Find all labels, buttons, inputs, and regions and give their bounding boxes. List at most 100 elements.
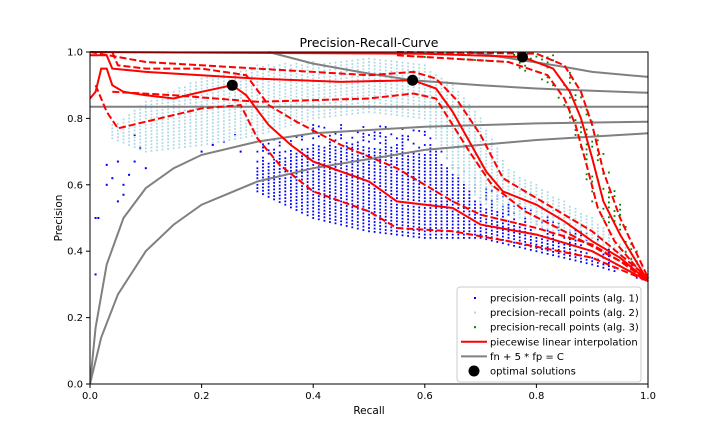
scatter-point <box>608 252 610 254</box>
scatter-point <box>429 110 432 113</box>
scatter-point <box>451 217 454 219</box>
scatter-point <box>273 122 275 125</box>
scatter-point <box>295 92 298 95</box>
scatter-point <box>161 138 164 141</box>
scatter-series-alg-1 <box>94 124 649 281</box>
scatter-point <box>284 180 287 183</box>
scatter-point <box>496 231 499 233</box>
scatter-point <box>211 138 214 141</box>
scatter-point <box>206 143 209 145</box>
scatter-point <box>440 227 443 229</box>
scatter-point <box>474 164 476 166</box>
scatter-point <box>351 143 354 146</box>
scatter-point <box>429 200 432 203</box>
scatter-point <box>340 61 342 63</box>
scatter-point <box>546 219 549 222</box>
scatter-point <box>502 183 504 185</box>
scatter-point <box>418 236 421 239</box>
scatter-point <box>144 104 147 106</box>
scatter-point <box>423 217 426 219</box>
scatter-point <box>117 123 119 125</box>
scatter-point <box>262 160 264 162</box>
scatter-point <box>440 167 443 170</box>
scatter-point <box>574 207 577 210</box>
scatter-point <box>211 115 214 118</box>
scatter-point <box>245 119 248 122</box>
scatter-point <box>390 103 393 106</box>
scatter-point <box>334 88 337 91</box>
scatter-point <box>479 157 482 160</box>
scatter-point <box>440 117 443 120</box>
scatter-point <box>613 243 616 246</box>
scatter-point <box>290 176 292 179</box>
scatter-point <box>485 195 488 197</box>
scatter-point <box>418 179 421 182</box>
scatter-point <box>317 218 320 221</box>
scatter-point <box>334 175 337 178</box>
scatter-point <box>384 102 387 105</box>
scatter-point <box>111 130 114 133</box>
scatter-point <box>591 175 594 178</box>
scatter-point <box>290 140 292 142</box>
scatter-point <box>362 175 365 178</box>
scatter-point <box>262 132 264 135</box>
scatter-point <box>351 153 354 156</box>
scatter-point <box>429 207 432 209</box>
scatter-point <box>513 235 515 237</box>
scatter-point <box>479 137 482 140</box>
scatter-point <box>429 220 432 223</box>
scatter-point <box>200 140 203 143</box>
scatter-point <box>290 71 292 73</box>
scatter-point <box>334 132 337 135</box>
scatter-point <box>485 231 488 234</box>
scatter-point <box>329 88 331 91</box>
scatter-point <box>580 131 582 134</box>
scatter-point <box>423 187 426 189</box>
scatter-point <box>463 190 465 193</box>
scatter-point <box>262 129 264 131</box>
scatter-point <box>317 73 320 76</box>
scatter-point <box>267 130 270 133</box>
scatter-point <box>362 91 365 94</box>
scatter-point <box>262 146 264 149</box>
scatter-point <box>117 129 119 132</box>
scatter-point <box>401 65 404 67</box>
scatter-point <box>334 91 337 94</box>
scatter-point <box>524 202 527 205</box>
scatter-point <box>418 93 421 96</box>
scatter-point <box>524 215 527 218</box>
scatter-point <box>239 107 242 109</box>
scatter-point <box>423 237 426 239</box>
scatter-point <box>290 199 292 202</box>
scatter-point <box>418 219 421 222</box>
scatter-point <box>451 210 454 213</box>
scatter-point <box>362 199 365 201</box>
scatter-point <box>195 128 197 130</box>
scatter-point <box>546 61 549 64</box>
scatter-point <box>234 108 236 110</box>
scatter-point <box>200 137 203 140</box>
scatter-point <box>379 158 382 161</box>
scatter-point <box>189 92 192 95</box>
scatter-point <box>368 147 370 150</box>
scatter-point <box>418 63 421 66</box>
scatter-point <box>463 157 465 160</box>
scatter-point <box>407 195 409 197</box>
scatter-point <box>396 100 398 103</box>
scatter-point <box>569 219 571 221</box>
scatter-point <box>301 201 303 204</box>
scatter-point <box>435 117 437 120</box>
scatter-point <box>356 75 359 78</box>
scatter-point <box>412 235 415 238</box>
scatter-point <box>167 141 169 144</box>
scatter-point <box>435 150 437 153</box>
scatter-point <box>262 92 264 95</box>
scatter-point <box>312 197 315 199</box>
scatter-point <box>457 134 460 136</box>
scatter-point <box>245 116 248 118</box>
scatter-point <box>468 203 471 206</box>
scatter-point <box>345 155 348 158</box>
scatter-point <box>580 234 582 237</box>
scatter-point <box>457 130 460 133</box>
scatter-point <box>312 124 315 126</box>
